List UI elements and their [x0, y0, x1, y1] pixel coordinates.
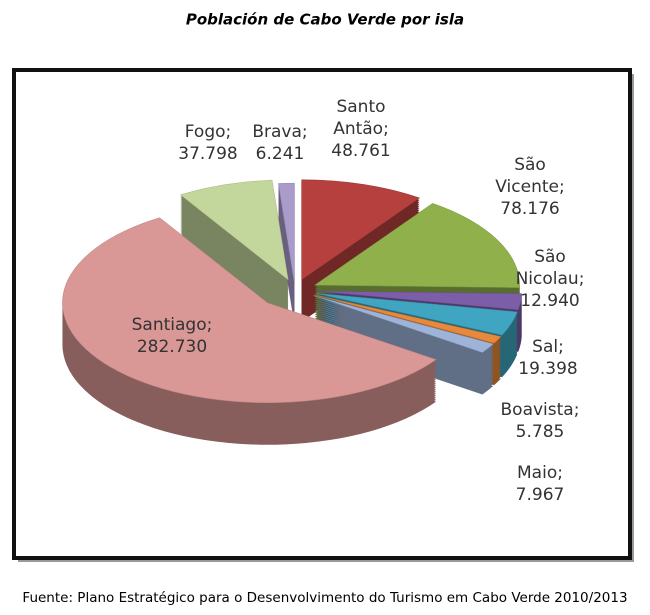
slice-label: Fogo;: [185, 122, 232, 142]
label-separator: ;: [559, 177, 565, 197]
label-separator: ;: [302, 122, 308, 142]
pie-slice: [316, 290, 523, 311]
label-separator: ;: [226, 122, 232, 142]
label-line: Sal: [532, 337, 558, 357]
label-line: Vicente: [495, 177, 559, 197]
label-separator: ;: [557, 463, 563, 483]
label-line: Santo: [336, 97, 385, 117]
slice-label: São Vicente;: [495, 155, 564, 197]
pie-slice: [179, 179, 289, 281]
label-separator: ;: [574, 400, 580, 420]
slice-label: Santiago;: [132, 315, 213, 335]
value-label: 19.398: [518, 359, 577, 379]
pie-slice: [314, 294, 502, 344]
value-label: 37.798: [178, 144, 237, 164]
value-label: 78.176: [500, 199, 559, 219]
label-line: Boavista: [501, 400, 574, 420]
pie-slice: [301, 179, 421, 281]
value-label: 6.241: [256, 144, 305, 164]
slice-label: São Nicolau;: [516, 247, 585, 289]
pie-slice: [313, 295, 494, 353]
label-separator: ;: [207, 315, 213, 335]
slice-label: Boavista;: [501, 400, 580, 420]
label-line: São: [534, 247, 566, 267]
slice-label: Santo Antão;: [333, 97, 389, 139]
value-label: 282.730: [137, 337, 207, 357]
chart-title: Población de Cabo Verde por isla: [186, 11, 464, 29]
value-label: 12.940: [520, 291, 579, 311]
pie-slice: [62, 217, 437, 404]
pie-slice: [278, 182, 295, 284]
value-label: 5.785: [516, 422, 565, 442]
label-line: Brava: [252, 122, 302, 142]
label-line: Fogo: [185, 122, 226, 142]
slice-label: Maio;: [517, 463, 563, 483]
slice-label: Brava;: [252, 122, 307, 142]
value-label: 48.761: [331, 141, 390, 161]
label-separator: ;: [558, 337, 564, 357]
source-note: Fuente: Plano Estratégico para o Desenvo…: [22, 590, 627, 606]
value-label: 7.967: [516, 485, 565, 505]
label-line: São: [514, 155, 546, 175]
label-separator: ;: [383, 119, 389, 139]
pie-slice: [315, 293, 518, 336]
slice-label: Sal;: [532, 337, 564, 357]
label-line: Nicolau: [516, 269, 579, 289]
label-line: Santiago: [132, 315, 207, 335]
pie-slice: [313, 203, 520, 288]
label-line: Maio: [517, 463, 557, 483]
label-line: Antão: [333, 119, 383, 139]
label-separator: ;: [579, 269, 585, 289]
